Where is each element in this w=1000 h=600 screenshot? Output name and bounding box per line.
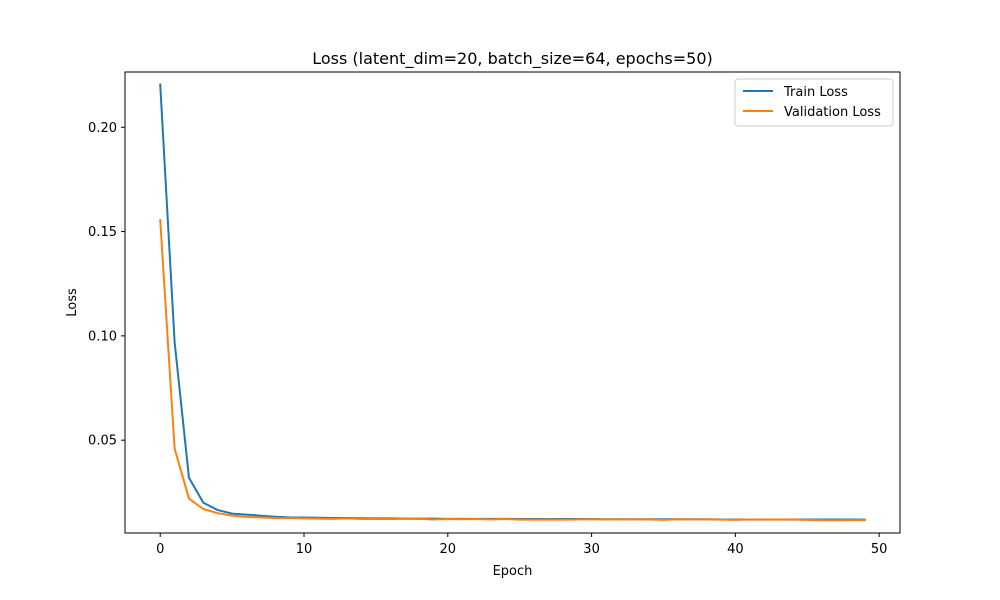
y-axis-label: Loss: [65, 288, 80, 317]
y-tick-label: 0.15: [88, 225, 117, 240]
axis-ticks: 0 10 20 30 40 50 0.05 0.10 0.15 0.20: [88, 121, 887, 557]
legend: Train Loss Validation Loss: [734, 78, 894, 127]
axes-frame: [124, 71, 901, 534]
y-tick-label: 0.20: [88, 121, 117, 136]
legend-label-train-loss: Train Loss: [783, 85, 848, 100]
x-tick-label: 30: [583, 542, 600, 557]
chart-title: Loss (latent_dim=20, batch_size=64, epoc…: [312, 49, 713, 69]
x-tick-label: 10: [296, 542, 313, 557]
y-tick-label: 0.10: [88, 329, 117, 344]
x-tick-label: 50: [871, 542, 888, 557]
legend-box: [734, 78, 894, 127]
y-tick-label: 0.05: [88, 434, 117, 449]
plot-area: [159, 83, 866, 522]
legend-label-validation-loss: Validation Loss: [784, 105, 881, 120]
x-tick-label: 0: [156, 542, 164, 557]
series-line-validation-loss: [159, 219, 866, 522]
x-tick-label: 40: [727, 542, 744, 557]
x-tick-label: 20: [440, 542, 457, 557]
x-axis-label: Epoch: [493, 564, 533, 579]
